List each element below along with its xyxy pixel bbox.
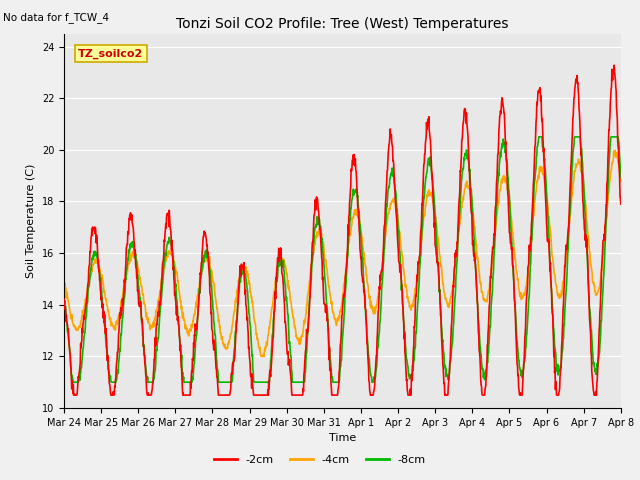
- X-axis label: Time: Time: [329, 433, 356, 443]
- Legend: -2cm, -4cm, -8cm: -2cm, -4cm, -8cm: [210, 451, 430, 469]
- Text: No data for f_TCW_4: No data for f_TCW_4: [3, 12, 109, 23]
- Text: TZ_soilco2: TZ_soilco2: [78, 48, 143, 59]
- Title: Tonzi Soil CO2 Profile: Tree (West) Temperatures: Tonzi Soil CO2 Profile: Tree (West) Temp…: [176, 17, 509, 31]
- Y-axis label: Soil Temperature (C): Soil Temperature (C): [26, 164, 36, 278]
